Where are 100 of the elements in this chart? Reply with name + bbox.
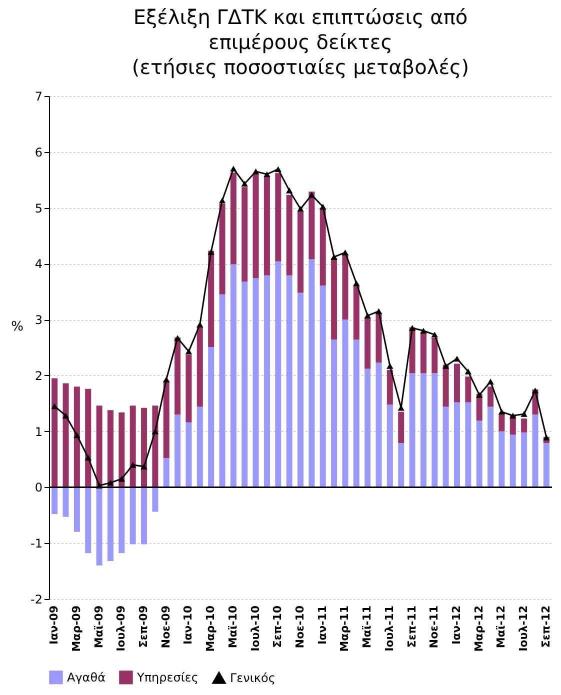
bar — [498, 414, 505, 432]
point — [286, 188, 293, 194]
x-tick-label: Σεπ-11 — [405, 606, 418, 648]
bar — [510, 434, 516, 488]
point — [152, 428, 159, 434]
y-tick-label: 2 — [34, 368, 42, 383]
x-tick-label: Ιουλ-12 — [517, 606, 530, 652]
bar — [107, 410, 114, 488]
point — [476, 392, 483, 398]
point — [330, 254, 338, 260]
bar — [298, 292, 304, 488]
bar — [275, 173, 282, 262]
y-tick-label: 7 — [34, 90, 42, 104]
point — [420, 328, 427, 334]
bar — [376, 312, 382, 363]
bar — [85, 388, 92, 488]
point — [308, 192, 316, 198]
bar — [275, 261, 282, 488]
x-tick-label: Νοε-11 — [428, 606, 441, 648]
y-tick-label: 3 — [34, 313, 42, 328]
bar — [242, 282, 248, 488]
point — [532, 388, 539, 394]
point — [241, 180, 248, 187]
bar — [252, 278, 259, 488]
bar — [521, 418, 528, 432]
point — [252, 168, 260, 174]
point — [487, 378, 494, 384]
point — [353, 280, 360, 286]
x-tick-label: Σεπ-10 — [271, 605, 284, 648]
bar — [465, 402, 472, 488]
bar — [398, 412, 404, 444]
bar — [386, 404, 393, 488]
x-tick-label: Ιουλ-09 — [114, 606, 128, 652]
chart-title: Εξέλιξη ΓΔΤΚ και επιπτώσεις από επιμέρους δείκτες — [133, 5, 468, 54]
bar — [454, 402, 460, 488]
x-tick-label: Ιαν-09 — [48, 606, 61, 645]
bar — [163, 458, 170, 488]
x-tick-label: Ιαν-11 — [316, 606, 329, 645]
bar — [62, 487, 69, 517]
y-tick-label: 5 — [34, 201, 42, 216]
point — [208, 249, 214, 255]
bar — [320, 209, 326, 286]
bar — [74, 386, 80, 488]
bar — [242, 187, 248, 282]
bar — [488, 386, 494, 407]
bar — [230, 264, 236, 488]
point — [163, 376, 170, 382]
bar — [521, 432, 528, 488]
x-tick-label: Μαρ-10 — [204, 605, 218, 652]
point — [510, 412, 516, 419]
bar — [331, 258, 338, 340]
point — [431, 332, 438, 338]
bar — [208, 346, 214, 488]
x-tick-label: Ιουλ-10 — [248, 605, 262, 652]
bar — [74, 487, 80, 532]
bar — [498, 431, 505, 488]
point — [74, 432, 80, 438]
bar — [152, 487, 158, 512]
point — [274, 166, 282, 172]
x-tick-label: Μαρ-12 — [472, 606, 486, 652]
bar — [353, 340, 360, 488]
bar — [298, 212, 304, 293]
bar — [532, 414, 538, 488]
bar — [364, 368, 371, 488]
bar — [85, 487, 92, 554]
legend-label: Γενικός — [230, 670, 276, 685]
bar — [308, 259, 315, 488]
point — [543, 434, 550, 440]
point — [264, 171, 270, 178]
bar — [454, 364, 460, 402]
point — [218, 198, 226, 204]
bar — [286, 275, 292, 488]
bar — [230, 172, 236, 264]
x-tick-label: Μαρ-11 — [338, 606, 352, 652]
x-tick-label: Νοε-09 — [159, 606, 172, 648]
x-tick-label: Σεπ-12 — [539, 606, 552, 648]
point — [498, 408, 506, 415]
bar — [186, 422, 192, 488]
y-tick-label: -1 — [30, 536, 42, 551]
point — [320, 204, 326, 210]
bar — [163, 381, 170, 458]
point — [297, 206, 304, 212]
point — [185, 348, 192, 354]
bar — [420, 373, 426, 488]
x-tick-label: Μαϊ-10 — [226, 605, 240, 648]
bar — [342, 254, 348, 320]
bar — [208, 250, 214, 347]
point — [442, 363, 450, 369]
bar — [320, 285, 326, 488]
point — [375, 308, 382, 314]
bar — [141, 408, 148, 488]
point — [51, 403, 58, 410]
bar — [141, 487, 148, 544]
x-tick-label: Μαϊ-09 — [92, 606, 106, 648]
point — [174, 335, 181, 341]
y-tick-label: -2 — [30, 592, 42, 606]
x-tick-label: Νοε-10 — [294, 605, 306, 648]
chart-subtitle: (ετήσιες ποσοστιαίες μεταβολές) — [132, 55, 470, 79]
point — [386, 363, 394, 369]
x-tick-label: Σεπ-09 — [137, 606, 150, 648]
